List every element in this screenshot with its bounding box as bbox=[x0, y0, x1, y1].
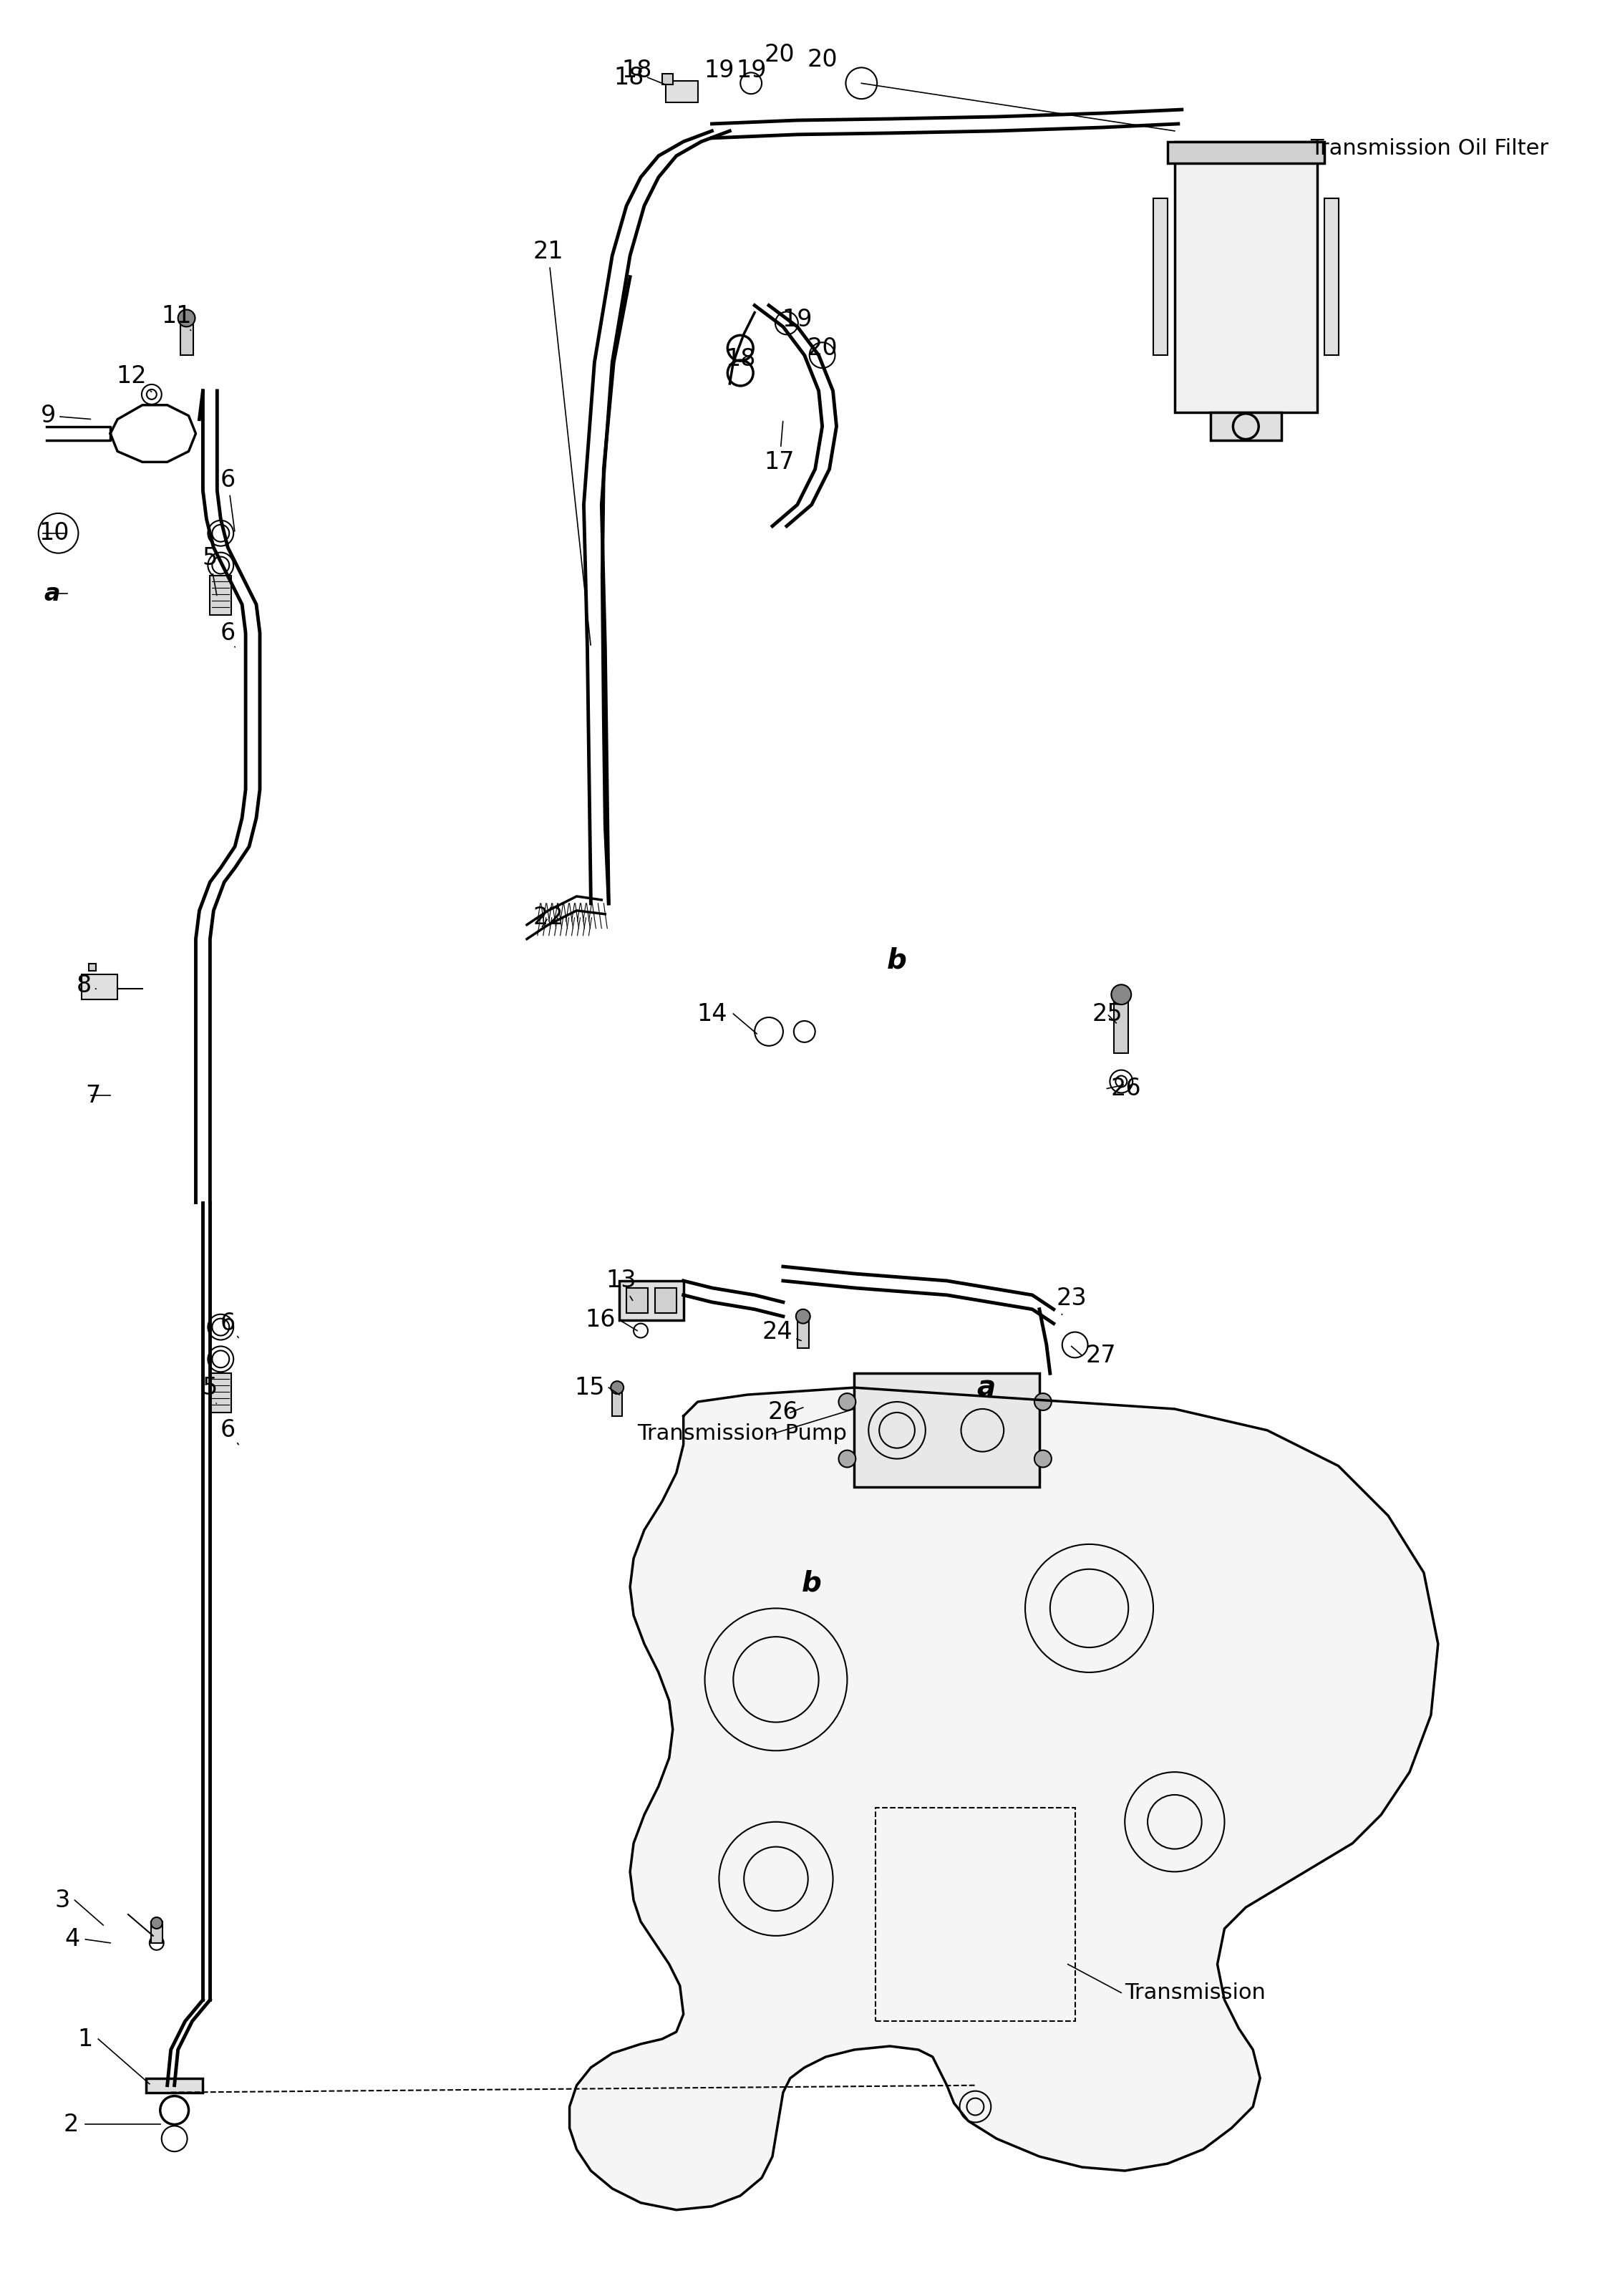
Text: 3: 3 bbox=[55, 1887, 69, 1913]
Text: 12: 12 bbox=[116, 365, 151, 393]
Text: 10: 10 bbox=[39, 521, 69, 544]
Polygon shape bbox=[570, 1387, 1438, 2211]
Text: 26: 26 bbox=[1111, 1077, 1141, 1100]
Text: 15: 15 bbox=[575, 1375, 605, 1398]
Bar bbox=[209, 1373, 232, 1412]
Bar bbox=[662, 73, 673, 85]
Bar bbox=[1175, 142, 1317, 413]
Bar bbox=[1153, 197, 1167, 356]
Text: 2: 2 bbox=[63, 2112, 79, 2135]
Bar bbox=[1323, 197, 1338, 356]
Text: 26: 26 bbox=[768, 1401, 799, 1424]
Circle shape bbox=[839, 1451, 857, 1467]
Text: a: a bbox=[43, 581, 60, 606]
Text: 1: 1 bbox=[77, 2027, 92, 2050]
Bar bbox=[1114, 996, 1129, 1054]
Bar bbox=[665, 80, 697, 103]
Bar bbox=[876, 1807, 1075, 2020]
Text: 6: 6 bbox=[221, 1311, 238, 1339]
Circle shape bbox=[1034, 1451, 1051, 1467]
Text: 22: 22 bbox=[533, 907, 563, 930]
Circle shape bbox=[1111, 985, 1132, 1006]
Bar bbox=[797, 1316, 808, 1348]
Text: a: a bbox=[977, 1373, 995, 1401]
Bar bbox=[620, 1281, 683, 1320]
Text: Transmission Pump: Transmission Pump bbox=[638, 1424, 847, 1444]
Circle shape bbox=[151, 1917, 163, 1929]
Bar bbox=[209, 576, 232, 615]
Text: 18: 18 bbox=[621, 60, 652, 83]
Bar bbox=[147, 2078, 203, 2092]
Bar bbox=[151, 1922, 163, 1942]
Text: 11: 11 bbox=[161, 305, 192, 331]
Circle shape bbox=[795, 1309, 810, 1322]
Text: 23: 23 bbox=[1056, 1286, 1087, 1316]
Bar bbox=[655, 1288, 676, 1313]
Text: 5: 5 bbox=[203, 1375, 217, 1403]
Text: 13: 13 bbox=[605, 1270, 636, 1300]
Bar bbox=[1167, 142, 1323, 163]
Circle shape bbox=[839, 1394, 857, 1410]
Circle shape bbox=[1034, 1394, 1051, 1410]
Circle shape bbox=[179, 310, 195, 326]
Text: 27: 27 bbox=[1085, 1343, 1116, 1368]
Text: 24: 24 bbox=[762, 1320, 802, 1343]
Text: 20: 20 bbox=[807, 335, 837, 360]
Text: b: b bbox=[802, 1570, 821, 1598]
Text: Transmission: Transmission bbox=[1125, 1981, 1265, 2002]
Text: 6: 6 bbox=[221, 622, 235, 647]
Text: 20: 20 bbox=[807, 48, 837, 71]
Text: 25: 25 bbox=[1092, 1001, 1122, 1026]
Circle shape bbox=[610, 1382, 623, 1394]
Text: 4: 4 bbox=[64, 1929, 81, 1952]
Text: 9: 9 bbox=[40, 404, 90, 427]
Text: 19: 19 bbox=[736, 60, 766, 83]
Text: 8: 8 bbox=[76, 974, 97, 996]
Text: 5: 5 bbox=[203, 546, 217, 595]
Text: b: b bbox=[887, 946, 906, 974]
Bar bbox=[89, 964, 97, 971]
Text: 17: 17 bbox=[765, 420, 795, 473]
Text: Transmission Oil Filter: Transmission Oil Filter bbox=[1311, 138, 1549, 158]
Text: 18: 18 bbox=[613, 67, 644, 90]
Text: 7: 7 bbox=[85, 1084, 101, 1107]
Text: 14: 14 bbox=[697, 1001, 728, 1026]
Text: 6: 6 bbox=[221, 468, 235, 530]
Text: 20: 20 bbox=[765, 44, 795, 67]
Text: 19: 19 bbox=[704, 60, 734, 83]
Bar bbox=[626, 1288, 647, 1313]
Text: 21: 21 bbox=[533, 241, 591, 645]
Text: 18: 18 bbox=[725, 347, 755, 370]
Text: 6: 6 bbox=[221, 1419, 238, 1444]
Bar bbox=[1211, 413, 1282, 441]
Text: 19: 19 bbox=[782, 308, 813, 331]
Bar bbox=[180, 319, 193, 356]
Text: 16: 16 bbox=[586, 1309, 615, 1332]
Bar bbox=[855, 1373, 1040, 1488]
Bar bbox=[612, 1387, 621, 1417]
Bar bbox=[82, 974, 118, 999]
